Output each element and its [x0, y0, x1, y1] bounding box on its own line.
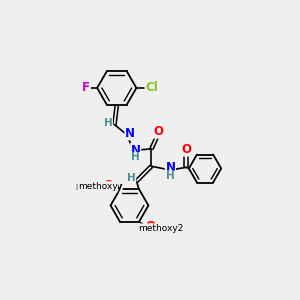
Text: O: O [146, 220, 155, 233]
Text: H: H [166, 171, 175, 181]
Text: methoxy: methoxy [75, 182, 122, 192]
Text: O: O [181, 143, 191, 156]
Text: N: N [131, 143, 141, 157]
Text: O: O [153, 125, 164, 138]
Text: N: N [125, 127, 135, 140]
Text: methoxy2: methoxy2 [138, 224, 183, 233]
Text: N: N [165, 161, 176, 174]
Text: F: F [82, 82, 90, 94]
Text: Cl: Cl [145, 82, 158, 94]
Text: methoxy: methoxy [78, 182, 118, 191]
Text: O: O [103, 179, 113, 192]
Text: H: H [131, 152, 140, 162]
Text: H: H [127, 173, 136, 183]
Text: H: H [103, 118, 112, 128]
